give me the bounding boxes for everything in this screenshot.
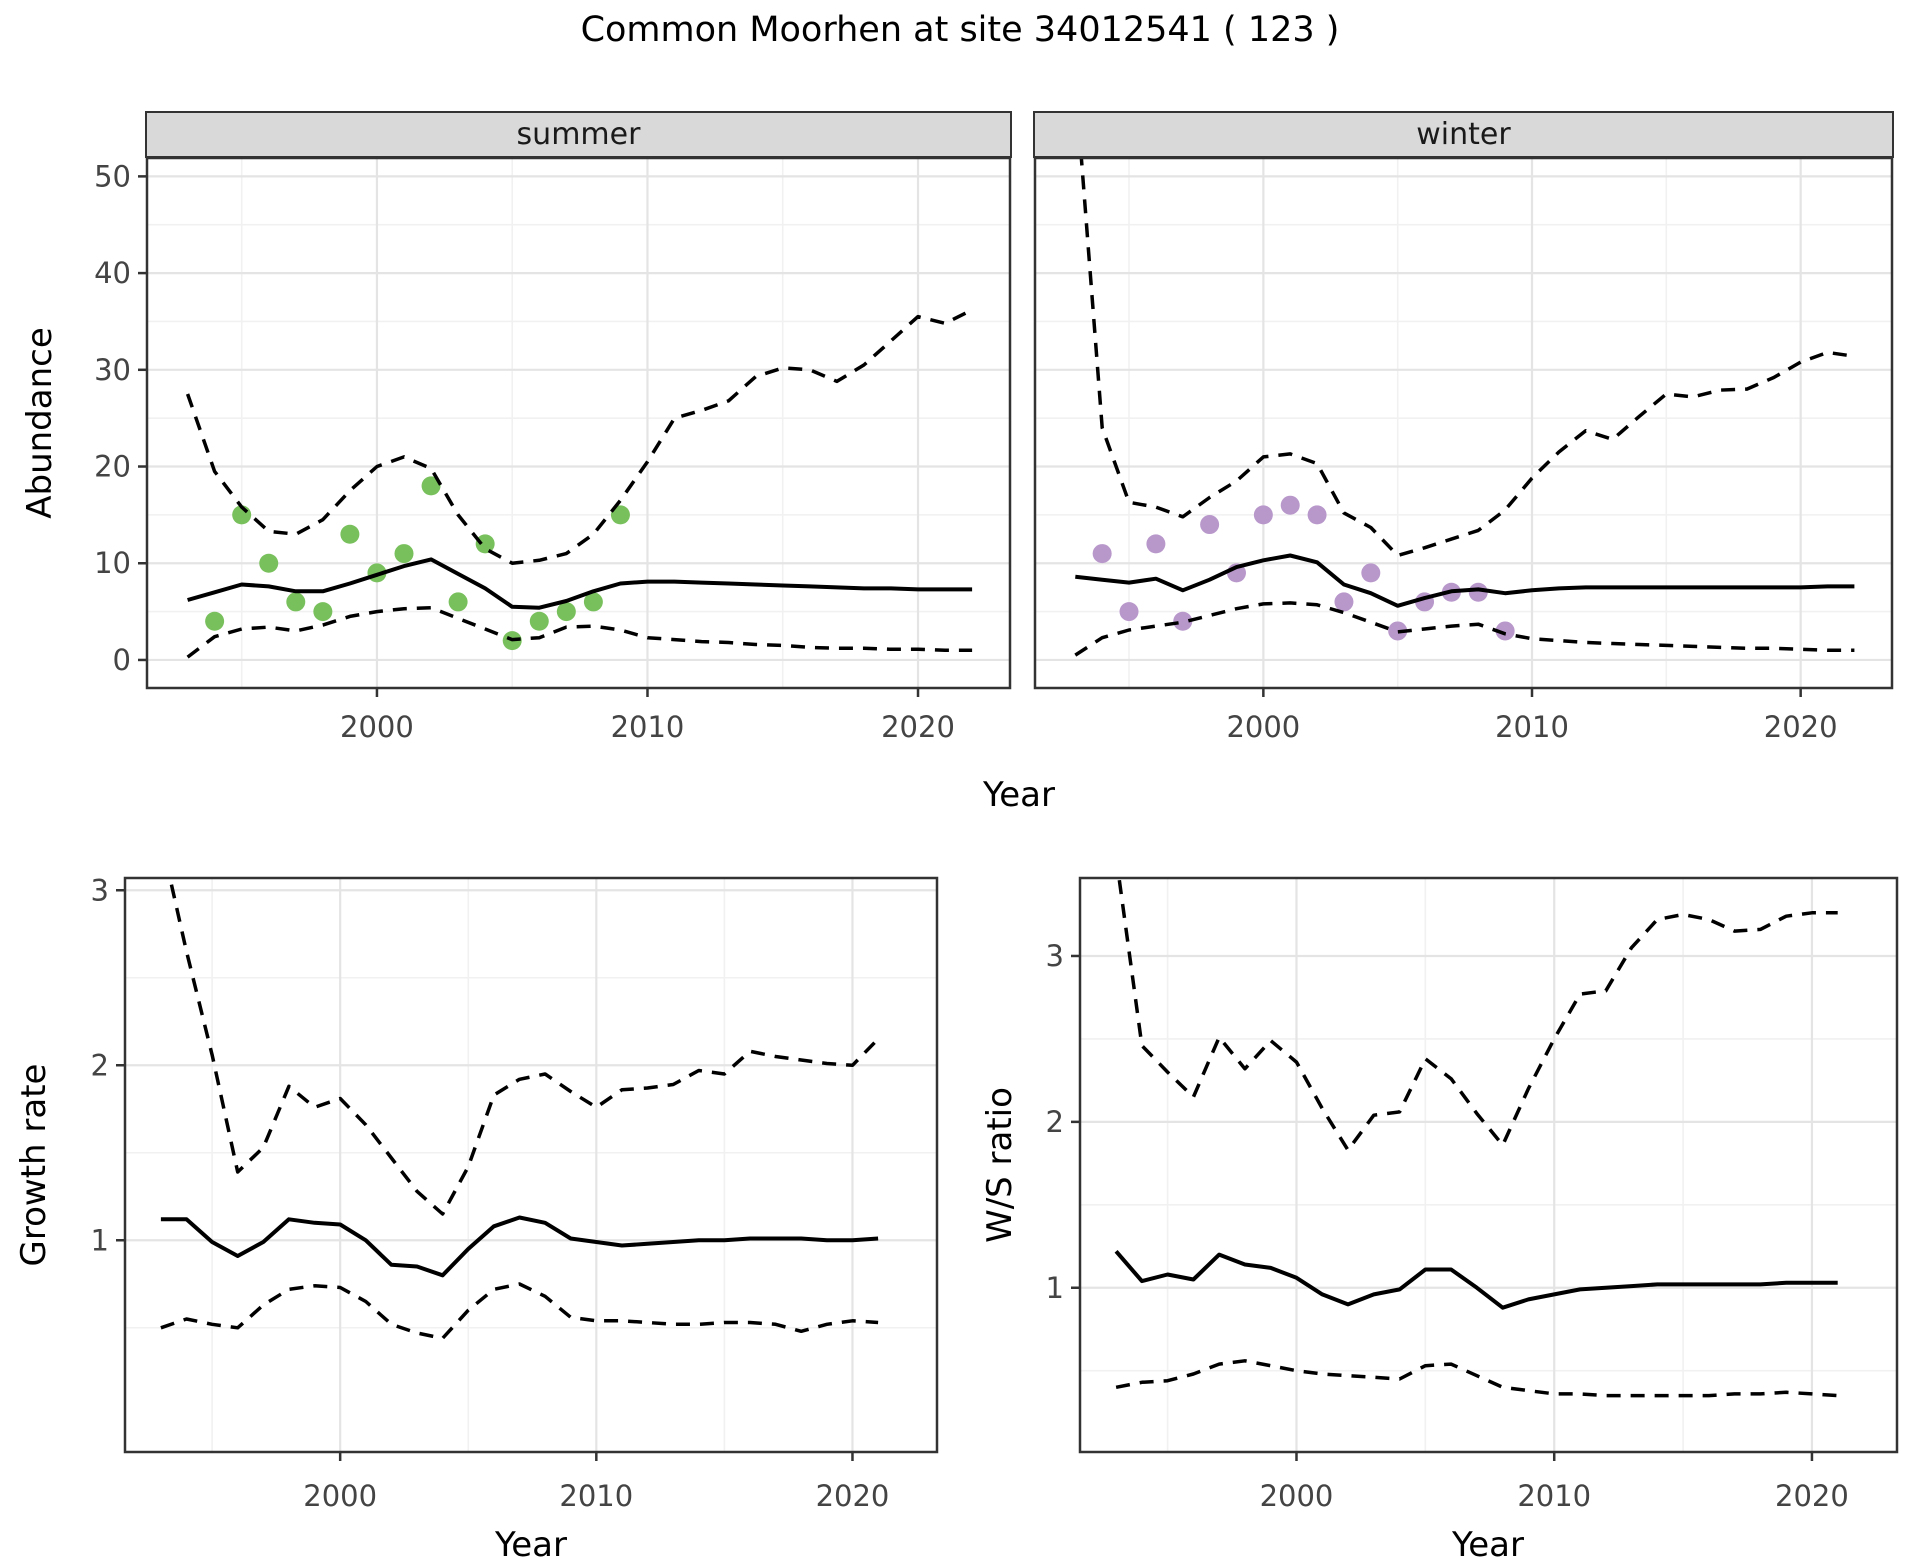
abundance-summer-series — [185, 308, 973, 659]
facet-strip-winter-label: winter — [1416, 117, 1511, 152]
abundance-winter-gridlines — [1035, 158, 1892, 688]
svg-text:50: 50 — [94, 159, 131, 193]
svg-text:2010: 2010 — [559, 1479, 633, 1513]
abundance-winter-lower-ci — [1074, 601, 1855, 657]
ws-ratio-lower-ci — [1115, 1359, 1838, 1398]
growth-rate-upper-ci — [168, 878, 880, 1216]
svg-text:30: 30 — [94, 353, 131, 387]
svg-text:3: 3 — [1046, 939, 1064, 973]
svg-text:2020: 2020 — [1775, 1479, 1849, 1513]
facet-strip-summer-label: summer — [516, 117, 641, 152]
svg-text:2000: 2000 — [1226, 710, 1300, 744]
growth-rate-gridlines — [125, 878, 937, 1452]
growth-rate-lower-ci — [160, 1282, 879, 1341]
abundance-winter-axis-ticks: 2000 2010 2020 — [1226, 688, 1838, 744]
svg-text:2010: 2010 — [1495, 710, 1569, 744]
growth-year-axis-title: Year — [495, 1525, 567, 1560]
ws-ratio-median-fit — [1114, 1249, 1838, 1310]
svg-text:20: 20 — [94, 450, 131, 484]
ws-ratio-axis-title: W/S ratio — [980, 1087, 1020, 1243]
svg-text:2000: 2000 — [1260, 1479, 1334, 1513]
growth-rate-border — [123, 876, 939, 1454]
svg-text:2020: 2020 — [1764, 710, 1838, 744]
svg-text:2000: 2000 — [303, 1479, 377, 1513]
abundance-summer-border — [145, 156, 1012, 690]
growth-rate-median-fit — [160, 1215, 879, 1278]
svg-text:2: 2 — [1046, 1105, 1064, 1139]
abundance-winter-upper-ci — [1079, 158, 1855, 558]
abundance-axis-title: Abundance — [20, 327, 60, 519]
growth-rate-axis-ticks: 2000 2010 2020 1 2 3 — [91, 873, 890, 1513]
ws-ratio-border — [1078, 876, 1899, 1454]
top-year-axis-title: Year — [983, 775, 1055, 815]
abundance-winter-border — [1033, 156, 1894, 690]
facet-strip-summer: summer — [145, 111, 1012, 158]
ws-ratio-axis-ticks: 2000 2010 2020 1 2 3 — [1046, 939, 1849, 1513]
svg-text:2020: 2020 — [816, 1479, 890, 1513]
svg-text:1: 1 — [1046, 1271, 1064, 1305]
growth-rate-panel: 2000 2010 2020 1 2 3 — [91, 873, 939, 1513]
svg-text:2020: 2020 — [881, 710, 955, 744]
ws-ratio-panel: 2000 2010 2020 1 2 3 — [1046, 876, 1899, 1513]
svg-text:2010: 2010 — [1517, 1479, 1591, 1513]
facet-strip-winter: winter — [1033, 111, 1894, 158]
figure-title: Common Moorhen at site 34012541 ( 123 ) — [580, 10, 1340, 50]
ws-ratio-series — [1114, 878, 1838, 1398]
svg-text:2000: 2000 — [340, 710, 414, 744]
abundance-winter-median-fit — [1075, 553, 1855, 608]
abundance-summer-observed-counts — [205, 476, 630, 651]
ws-ratio-upper-ci — [1117, 878, 1838, 1152]
abundance-winter-observed-counts — [1092, 495, 1515, 641]
ws-year-axis-title: Year — [1452, 1525, 1524, 1560]
abundance-summer-panel: 2000 2010 2020 0 10 20 30 40 50 — [94, 156, 1012, 744]
growth-rate-axis-title: Growth rate — [14, 1063, 54, 1267]
svg-text:3: 3 — [91, 873, 109, 907]
abundance-summer-median-fit — [187, 557, 973, 610]
svg-text:10: 10 — [94, 546, 131, 580]
svg-text:0: 0 — [113, 643, 131, 677]
svg-text:2010: 2010 — [611, 710, 685, 744]
abundance-winter-series — [1074, 158, 1855, 657]
ws-ratio-gridlines — [1080, 878, 1897, 1452]
svg-text:2: 2 — [91, 1048, 109, 1082]
growth-rate-series — [160, 878, 880, 1341]
abundance-summer-lower-ci — [186, 605, 973, 659]
abundance-summer-upper-ci — [185, 308, 973, 565]
abundance-summer-axis-ticks: 2000 2010 2020 0 10 20 30 40 50 — [94, 159, 955, 744]
svg-text:40: 40 — [94, 256, 131, 290]
abundance-summer-gridlines — [147, 158, 1010, 688]
svg-text:1: 1 — [91, 1223, 109, 1257]
abundance-winter-panel: 2000 2010 2020 — [1033, 156, 1894, 744]
